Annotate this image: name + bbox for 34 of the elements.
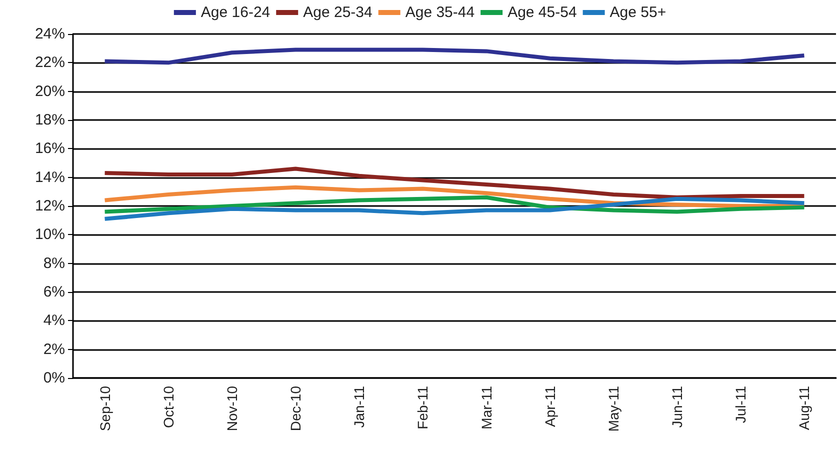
line-series (102, 48, 806, 65)
x-tick-label: Oct-10 (160, 386, 176, 428)
line-series (102, 196, 806, 221)
y-tick-label: 10% (34, 226, 65, 244)
x-tick-label: Jan-11 (351, 386, 368, 428)
y-tick-label: 16% (34, 140, 65, 158)
x-tick-label: Feb-11 (414, 386, 431, 430)
line-series (102, 195, 806, 214)
x-tick-label: Nov-10 (224, 386, 240, 432)
x-tick-label: Mar-11 (478, 386, 494, 430)
line-series (102, 166, 806, 200)
y-tick-label: 24% (34, 26, 65, 42)
x-tick-label: Dec-10 (288, 386, 304, 432)
x-tick-label: Jun-11 (669, 386, 686, 428)
y-tick-label: 2% (43, 340, 65, 358)
legend-label: Age 35-44 (405, 4, 475, 21)
legend-label: Age 45-54 (508, 4, 577, 21)
y-tick-label: 22% (34, 54, 65, 72)
x-tick-label: Apr-11 (542, 386, 558, 427)
legend-label: Age 55+ (610, 4, 666, 21)
x-tick-label: Jul-11 (732, 386, 749, 424)
y-tick-label: 14% (34, 168, 65, 186)
x-tick-label: Aug-11 (796, 386, 812, 430)
y-tick-label: 0% (43, 370, 65, 386)
x-tick-label: Sep-10 (96, 386, 113, 432)
y-tick-label: 18% (34, 112, 65, 128)
y-tick-label: 20% (34, 82, 65, 100)
y-tick-label: 6% (43, 284, 65, 300)
legend-label: Age 16-24 (200, 4, 270, 21)
x-tick-label: May-11 (605, 386, 622, 432)
y-tick-label: 8% (43, 254, 65, 272)
y-tick-label: 4% (43, 312, 65, 330)
legend-label: Age 25-34 (303, 4, 372, 21)
y-tick-label: 12% (34, 198, 65, 214)
